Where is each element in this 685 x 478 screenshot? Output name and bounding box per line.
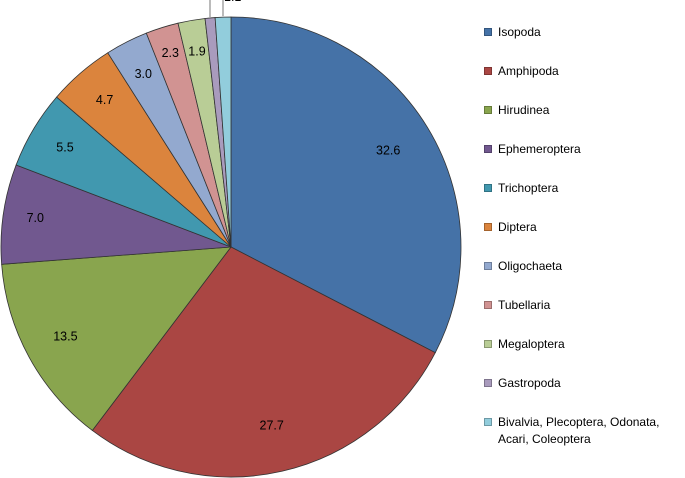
legend-swatch [484, 418, 492, 426]
legend-item-gastropoda: Gastropoda [484, 375, 684, 392]
legend-item-oligochaeta: Oligochaeta [484, 258, 684, 275]
legend-item-diptera: Diptera [484, 219, 684, 236]
legend-label: Gastropoda [498, 376, 561, 390]
legend-swatch [484, 145, 492, 153]
data-label-hirudinea: 13.5 [53, 330, 77, 344]
data-labels: 32.6 27.7 13.5 7.0 5.5 4.7 3.0 2.3 1.9 0.7 1.1 [27, 0, 401, 433]
data-label-trichoptera: 5.5 [56, 140, 73, 154]
pie-slice-amphipoda [91, 246, 436, 478]
legend-swatch [484, 301, 492, 309]
legend-label: Bivalvia, Plecoptera, Odonata, Acari, Co… [498, 415, 660, 446]
data-label-amphipoda: 27.7 [260, 419, 284, 433]
legend-item-isopoda: Isopoda [484, 24, 684, 41]
data-label-ephemeroptera: 7.0 [27, 211, 44, 225]
leader-line-gastropoda [209, 0, 211, 17]
pie-slice-hirudinea [1, 246, 232, 432]
leader-lines [209, 0, 224, 17]
legend-swatch [484, 106, 492, 114]
data-label-bivalvia-plecoptera-odonata-acari-coleoptera: 1.1 [224, 0, 241, 4]
data-label-tubellaria: 2.3 [162, 46, 179, 60]
legend-swatch [484, 67, 492, 75]
legend-label: Diptera [498, 220, 537, 234]
legend-item-trichoptera: Trichoptera [484, 180, 684, 197]
pie-slice-ephemeroptera [0, 164, 232, 265]
legend-item-tubellaria: Tubellaria [484, 297, 684, 314]
data-label-gastropoda: 0.7 [179, 0, 196, 3]
legend-label: Trichoptera [498, 181, 559, 195]
legend-label: Isopoda [498, 25, 541, 39]
legend-swatch [484, 28, 492, 36]
legend-label: Megaloptera [498, 337, 565, 351]
pie-slice-isopoda [230, 16, 462, 354]
legend-swatch [484, 340, 492, 348]
legend-item-hirudinea: Hirudinea [484, 102, 684, 119]
leader-line-bivalvia-plecoptera-odonata-acari-coleoptera [222, 0, 224, 17]
legend-swatch [484, 184, 492, 192]
legend-swatch [484, 262, 492, 270]
legend-item-bivalvia-plecoptera-odonata-acari-coleoptera: Bivalvia, Plecoptera, Odonata, Acari, Co… [484, 414, 684, 448]
legend-item-ephemeroptera: Ephemeroptera [484, 141, 684, 158]
legend-label: Hirudinea [498, 103, 550, 117]
legend-label: Ephemeroptera [498, 142, 581, 156]
legend-item-megaloptera: Megaloptera [484, 336, 684, 353]
legend-swatch [484, 223, 492, 231]
data-label-isopoda: 32.6 [376, 144, 400, 158]
data-label-megaloptera: 1.9 [188, 44, 205, 58]
legend-label: Amphipoda [498, 64, 559, 78]
data-label-diptera: 4.7 [96, 93, 113, 107]
data-label-oligochaeta: 3.0 [135, 67, 152, 81]
legend-swatch [484, 379, 492, 387]
legend-item-amphipoda: Amphipoda [484, 63, 684, 80]
legend-label: Tubellaria [498, 298, 551, 312]
legend-label: Oligochaeta [498, 259, 563, 273]
pie-slice-bivalvia-plecoptera-odonata-acari-coleoptera [214, 16, 232, 248]
pie-slices [0, 16, 462, 478]
